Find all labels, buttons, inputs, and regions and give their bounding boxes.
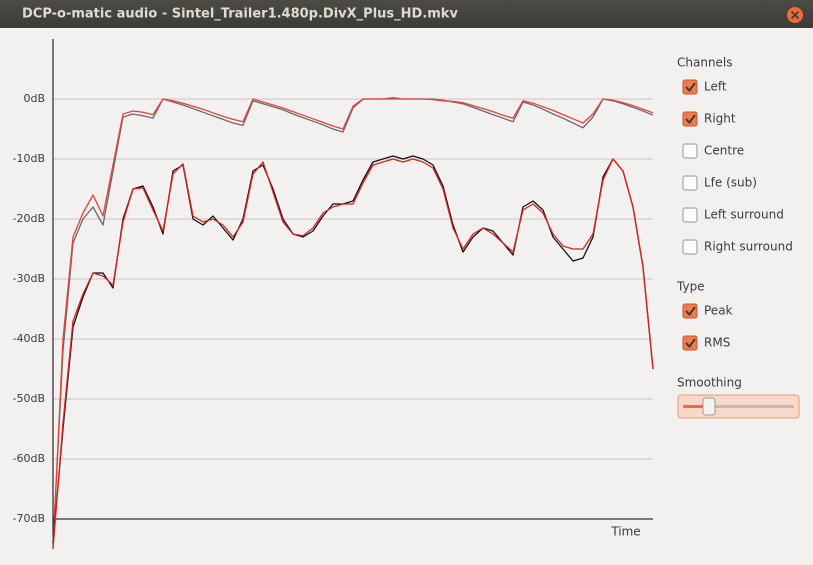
y-tick-label: -30dB: [13, 272, 46, 285]
section-title: Smoothing: [677, 376, 742, 390]
checkbox-label[interactable]: Left: [704, 80, 727, 94]
level-line: [52, 158, 654, 550]
title-bar: [0, 0, 813, 28]
y-tick-label: -70dB: [13, 512, 46, 525]
checkbox[interactable]: [682, 239, 698, 255]
side-panel: Channels Left Right Centre Lfe (sub) Left sur…: [676, 56, 800, 419]
checkmark: [685, 338, 696, 349]
level-line: [52, 97, 654, 544]
x-axis-label: Time: [610, 525, 640, 539]
checkbox-label[interactable]: Peak: [704, 304, 733, 318]
y-tick-label: 0dB: [23, 92, 45, 105]
slider-handle[interactable]: [702, 397, 716, 416]
y-tick-label: -20dB: [13, 212, 46, 225]
window-title: DCP-o-matic audio - Sintel_Trailer1.480p…: [22, 7, 458, 22]
y-tick-label: -50dB: [13, 392, 46, 405]
slider-track: [705, 405, 794, 408]
y-tick-label: -40dB: [13, 332, 46, 345]
window-body: [0, 28, 813, 565]
checkbox[interactable]: [682, 335, 698, 351]
checkbox[interactable]: [682, 207, 698, 223]
checkbox[interactable]: [682, 143, 698, 159]
checkmark: [685, 82, 696, 93]
close-icon: [790, 10, 800, 20]
checkbox-label[interactable]: RMS: [704, 336, 730, 350]
checkbox[interactable]: [682, 79, 698, 95]
y-tick-label: -10dB: [13, 152, 46, 165]
level-line: [52, 155, 654, 544]
checkbox-label[interactable]: Centre: [704, 144, 744, 158]
checkbox[interactable]: [682, 111, 698, 127]
checkbox[interactable]: [682, 303, 698, 319]
checkbox-label[interactable]: Lfe (sub): [704, 176, 757, 190]
plot: 0dB -10dB -20dB -30dB -40dB -50dB -60dB -70dB: [13, 39, 654, 550]
checkmark: [685, 114, 696, 125]
section-title: Channels: [677, 56, 733, 70]
checkmark: [685, 306, 696, 317]
section-title: Type: [676, 280, 705, 294]
slider-fill: [683, 405, 705, 408]
checkbox[interactable]: [682, 175, 698, 191]
level-line: [52, 98, 654, 550]
checkbox-label[interactable]: Right surround: [704, 240, 793, 254]
checkbox-label[interactable]: Left surround: [704, 208, 784, 222]
y-tick-label: -60dB: [13, 452, 46, 465]
checkbox-label[interactable]: Right: [704, 112, 736, 126]
